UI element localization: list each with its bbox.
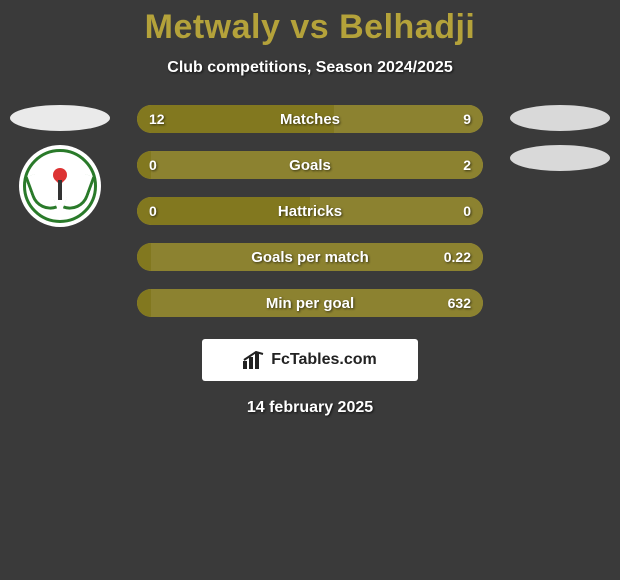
stat-bar: 129Matches [137, 105, 483, 133]
stat-label: Hattricks [137, 197, 483, 225]
player-right-column [500, 105, 620, 171]
stat-bar: 0.22Goals per match [137, 243, 483, 271]
subtitle: Club competitions, Season 2024/2025 [0, 59, 620, 77]
club-badge-left [19, 145, 101, 227]
player-right-pill-1 [510, 105, 610, 131]
stat-label: Matches [137, 105, 483, 133]
date-text: 14 february 2025 [0, 399, 620, 417]
page-title: Metwaly vs Belhadji [0, 0, 620, 47]
stat-bar: 00Hattricks [137, 197, 483, 225]
stat-bars: 129Matches 02Goals 00Hattricks 0.22Goals pe… [137, 105, 483, 317]
player-right-pill-2 [510, 145, 610, 171]
torch-icon [55, 172, 65, 200]
chart-icon [243, 351, 265, 369]
stat-bar: 632Min per goal [137, 289, 483, 317]
stat-label: Min per goal [137, 289, 483, 317]
comparison-infographic: Metwaly vs Belhadji Club competitions, S… [0, 0, 620, 580]
branding-text: FcTables.com [271, 351, 377, 369]
player-left-column [0, 105, 120, 227]
stat-label: Goals per match [137, 243, 483, 271]
branding-badge: FcTables.com [202, 339, 418, 381]
stat-bar: 02Goals [137, 151, 483, 179]
stat-label: Goals [137, 151, 483, 179]
player-left-pill [10, 105, 110, 131]
compare-area: 129Matches 02Goals 00Hattricks 0.22Goals pe… [0, 105, 620, 317]
